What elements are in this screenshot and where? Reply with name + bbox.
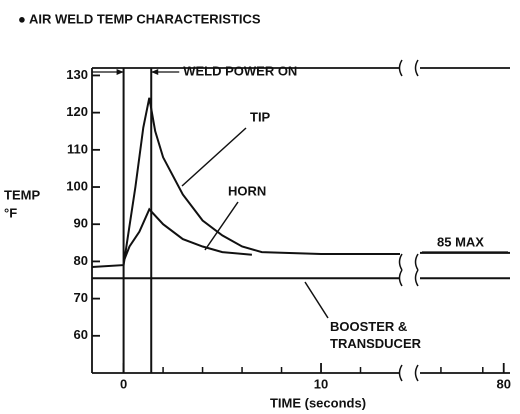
leader-line: [181, 127, 247, 187]
y-tick-label: 60: [74, 327, 88, 342]
chart-title: ● AIR WELD TEMP CHARACTERISTICS: [18, 11, 261, 26]
axis-break: [398, 364, 419, 382]
y-tick-label: 120: [66, 104, 88, 119]
y-axis-label: °F: [4, 205, 17, 220]
arrow-head: [116, 69, 124, 75]
axis-break: [398, 59, 419, 77]
max-label: 85 MAX: [437, 234, 484, 249]
y-tick-label: 70: [74, 290, 88, 305]
x-axis-label: TIME (seconds): [270, 395, 366, 410]
axis-break: [398, 253, 419, 271]
curve-label: HORN: [228, 183, 266, 198]
x-tick-label: 80: [496, 376, 510, 391]
x-tick-label: 0: [120, 376, 127, 391]
y-tick-label: 80: [74, 253, 88, 268]
axis-break: [398, 269, 419, 287]
curve-label: BOOSTER & TRANSDUCER: [330, 319, 421, 351]
curve-label: TIP: [250, 109, 271, 124]
y-tick-label: 130: [66, 67, 88, 82]
y-tick-label: 110: [67, 141, 88, 156]
y-axis-label: TEMP: [4, 187, 40, 202]
y-tick-label: 100: [66, 178, 88, 193]
arrow-head: [151, 69, 159, 75]
leader-line: [204, 201, 239, 251]
series-line: [122, 207, 252, 262]
leader-line: [304, 281, 329, 319]
series-line: [91, 97, 510, 268]
x-tick-label: 10: [314, 376, 328, 391]
y-tick-label: 90: [74, 216, 88, 231]
weld-label: WELD POWER ON: [183, 63, 297, 78]
